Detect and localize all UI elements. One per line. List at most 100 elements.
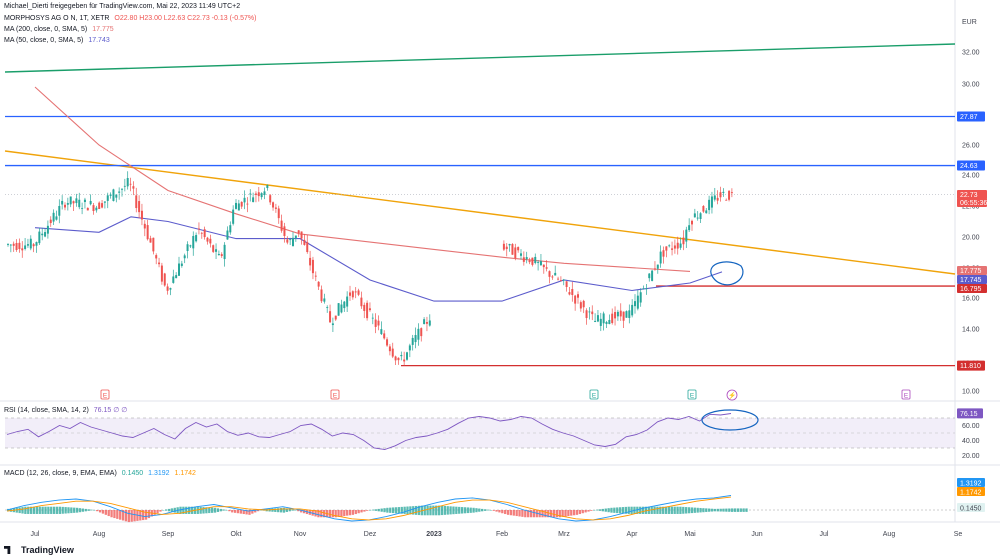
- candle-body: [534, 256, 537, 263]
- macd-histogram-bar: [389, 507, 392, 513]
- macd-histogram-bar: [256, 510, 260, 512]
- time-tick-label: Jul: [31, 531, 40, 538]
- candle-body: [693, 213, 696, 218]
- tradingview-logo-text: TradingView: [21, 545, 74, 555]
- candle-body: [35, 242, 38, 246]
- macd-histogram-bar: [512, 510, 515, 516]
- candle-body: [24, 245, 27, 249]
- candle-body: [200, 232, 203, 234]
- macd-histogram-bar: [595, 509, 599, 511]
- candle-body: [383, 333, 386, 339]
- level-price-tag-label: 24.63: [960, 163, 978, 170]
- earnings-marker: [330, 389, 340, 400]
- macd-histogram-bar: [394, 507, 398, 514]
- macd-histogram-bar: [478, 508, 481, 512]
- macd-histogram-bar: [719, 508, 722, 512]
- level-price-tag-label: 27.87: [960, 114, 978, 121]
- macd-histogram-bar: [515, 510, 518, 517]
- price-tag: [957, 275, 987, 284]
- macd-histogram-bar: [495, 510, 498, 512]
- macd-histogram-bar: [555, 510, 559, 518]
- candle-body: [66, 203, 69, 205]
- macd-histogram-bar: [469, 507, 472, 513]
- candle-body: [58, 205, 61, 216]
- candle-body: [346, 296, 349, 307]
- axis-layer: EUR10.0012.0014.0016.0018.0020.0022.0024…: [31, 19, 988, 538]
- macd-histogram-bar: [233, 510, 237, 513]
- macd-histogram-bar: [728, 508, 731, 512]
- candle-body: [217, 253, 220, 256]
- candle-body: [92, 205, 95, 212]
- macd-histogram-bar: [47, 506, 50, 514]
- candle-body: [653, 268, 656, 270]
- rsi-label[interactable]: RSI (14, close, SMA, 14, 2): [4, 407, 89, 414]
- macd-histogram-bar: [228, 510, 231, 512]
- macd-histogram-bar: [156, 510, 159, 514]
- macd-label[interactable]: MACD (12, 26, close, 9, EMA, EMA): [4, 470, 117, 477]
- earnings-marker: [100, 389, 110, 400]
- macd-histogram-bar: [162, 510, 165, 511]
- ma200-label[interactable]: MA (200, close, 0, SMA, 5): [4, 26, 88, 33]
- macd-value-tag-label: 1.1742: [960, 490, 982, 497]
- macd-histogram-bar: [466, 507, 469, 514]
- macd-histogram-bar: [314, 510, 317, 517]
- candle-body: [380, 329, 383, 335]
- macd-histogram-bar: [463, 507, 467, 514]
- macd-histogram-bar: [38, 506, 41, 514]
- macd-histogram-bar: [429, 505, 432, 516]
- macd-value-tag-label: 0.1450: [960, 506, 982, 513]
- tradingview-logo-icon: [4, 546, 11, 554]
- candle-body: [72, 201, 75, 204]
- candle-body: [269, 195, 272, 203]
- price-tag: [957, 266, 987, 275]
- macd-histogram-bar: [739, 508, 742, 512]
- macd-histogram-bar: [288, 508, 291, 512]
- candle-body: [408, 345, 411, 351]
- macd-histogram-bar: [696, 507, 699, 513]
- macd-histogram-bar: [699, 507, 702, 513]
- macd-histogram-bar: [710, 508, 714, 512]
- macd-histogram-bar: [277, 508, 280, 513]
- candle-body: [423, 319, 426, 325]
- macd-histogram-bar: [432, 505, 435, 516]
- symbol-name[interactable]: MORPHOSYS AG O N, 1T, XETR: [4, 15, 110, 22]
- candle-body: [303, 239, 306, 245]
- share-text: Michael_Dierti freigegeben für TradingVi…: [4, 3, 241, 10]
- candle-body: [340, 304, 343, 313]
- rsi-value-tag: [957, 408, 983, 419]
- candle-body: [511, 244, 514, 255]
- candle-body: [235, 202, 237, 209]
- time-tick-label: Se: [954, 531, 963, 538]
- price-tick-label: 10.00: [962, 389, 980, 396]
- macd-histogram-bar: [44, 506, 47, 514]
- macd-histogram-bar: [225, 510, 228, 511]
- macd-histogram-bar: [98, 510, 102, 513]
- price-tag: [957, 198, 987, 207]
- macd-histogram-bar: [590, 510, 593, 511]
- candle-body: [263, 191, 266, 195]
- macd-histogram-bar: [552, 510, 556, 518]
- macd-histogram-bar: [323, 510, 326, 518]
- macd-histogram-bar: [653, 506, 656, 514]
- ma50-label[interactable]: MA (50, close, 0, SMA, 5): [4, 37, 84, 44]
- macd-histogram-bar: [386, 507, 389, 513]
- tradingview-logo[interactable]: TradingView: [4, 545, 74, 555]
- macd-histogram-bar: [35, 506, 39, 514]
- macd-histogram-bar: [636, 506, 639, 514]
- macd-histogram-bar: [153, 510, 156, 515]
- macd-histogram-bar: [133, 510, 136, 522]
- macd-histogram-bar: [618, 507, 622, 514]
- macd-histogram-bar: [417, 505, 421, 516]
- macd-histogram-bar: [610, 507, 613, 513]
- candle-body: [602, 313, 605, 324]
- macd-histogram-bar: [119, 510, 122, 520]
- macd-histogram-bar: [736, 508, 740, 512]
- candle-body: [329, 311, 332, 323]
- candle-body: [397, 357, 400, 361]
- candle-body: [41, 233, 44, 236]
- macd-histogram-bar: [679, 506, 682, 514]
- macd-histogram-bar: [713, 508, 717, 512]
- earnings-marker-label: E: [103, 393, 108, 400]
- macd-histogram-bar: [412, 506, 415, 515]
